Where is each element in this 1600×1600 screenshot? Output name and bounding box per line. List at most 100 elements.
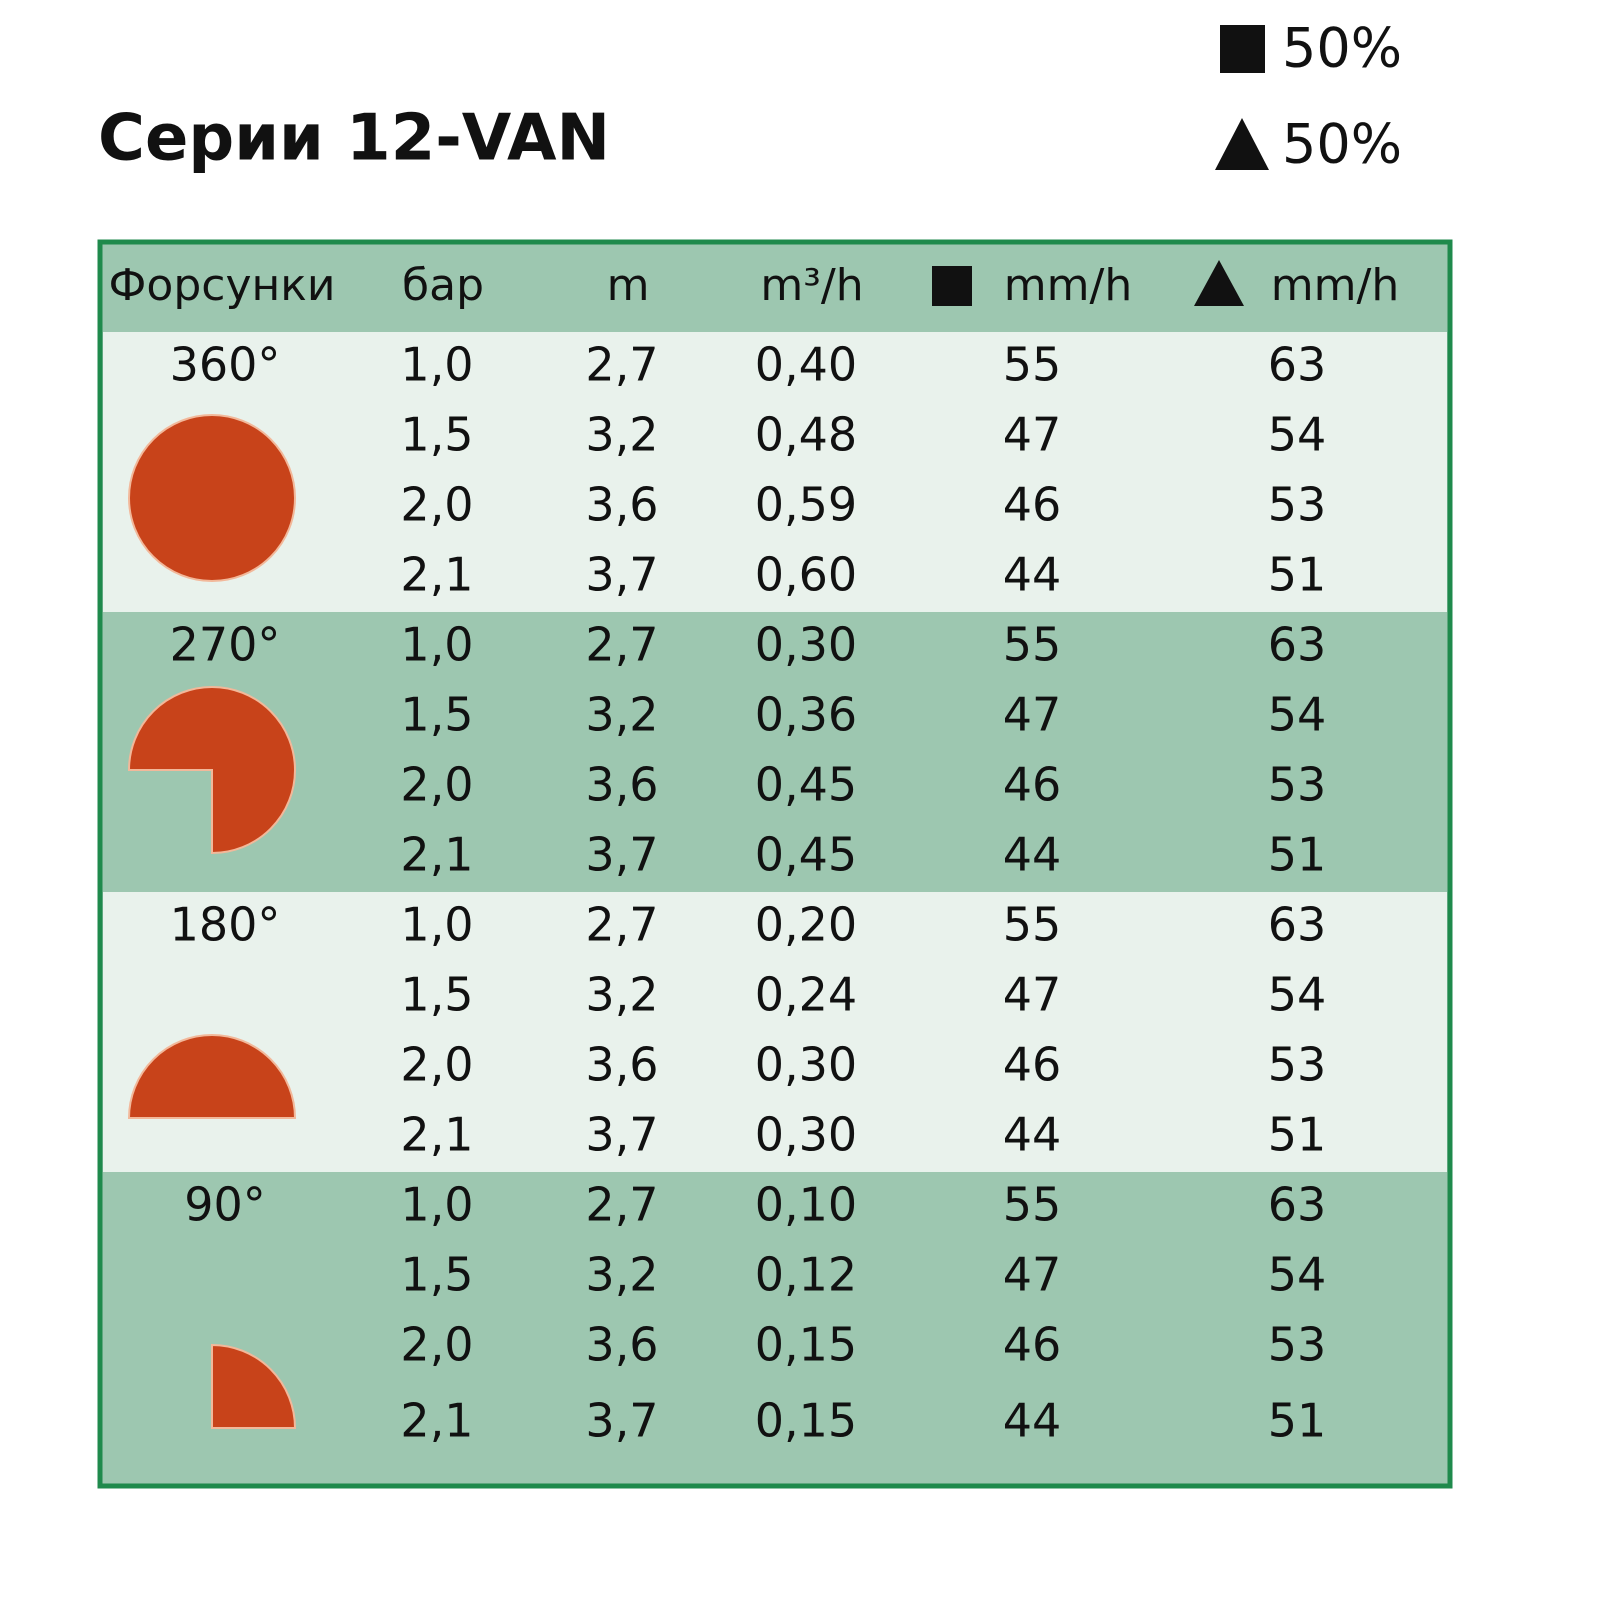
- table-cell: 3,7: [585, 1394, 658, 1448]
- table-cell: 55: [1003, 1178, 1062, 1232]
- table-cell: 0,30: [755, 1038, 857, 1092]
- table-cell: 2,0: [400, 478, 473, 532]
- table: Форсунки бар m m³/h mm/h mm/h 360° 1,0 2,7 0,40 55…: [103, 260, 1447, 1448]
- table-cell: 0,45: [755, 828, 857, 882]
- nozzle-label: 180°: [170, 898, 281, 952]
- table-cell: 3,7: [585, 548, 658, 602]
- table-cell: 0,15: [755, 1318, 857, 1372]
- nozzle-label: 90°: [184, 1178, 266, 1232]
- table-cell: 3,7: [585, 828, 658, 882]
- table-cell: 46: [1003, 478, 1062, 532]
- table-cell: 54: [1268, 688, 1327, 742]
- table-cell: 46: [1003, 1038, 1062, 1092]
- table-cell: 3,6: [585, 478, 658, 532]
- table-cell: 1,0: [400, 618, 473, 672]
- table-cell: 3,7: [585, 1108, 658, 1162]
- table-cell: 3,2: [585, 1248, 658, 1302]
- table-cell: 2,0: [400, 1318, 473, 1372]
- table-cell: 2,0: [400, 1038, 473, 1092]
- table-cell: 1,5: [400, 408, 473, 462]
- table-cell: 55: [1003, 338, 1062, 392]
- nozzle-label: 270°: [170, 618, 281, 672]
- table-cell: 51: [1268, 1394, 1327, 1448]
- table-cell: 0,48: [755, 408, 857, 462]
- table-cell: 1,5: [400, 968, 473, 1022]
- table-cell: 0,15: [755, 1394, 857, 1448]
- column-header: m³/h: [760, 260, 863, 311]
- table-cell: 2,7: [585, 1178, 658, 1232]
- table-cell: 51: [1268, 548, 1327, 602]
- table-cell: 46: [1003, 1318, 1062, 1372]
- table-cell: 0,45: [755, 758, 857, 812]
- table-cell: 1,0: [400, 898, 473, 952]
- table-cell: 55: [1003, 898, 1062, 952]
- table-cell: 47: [1003, 968, 1062, 1022]
- nozzle-shape: [211, 1343, 297, 1429]
- table-cell: 0,36: [755, 688, 857, 742]
- legend-label: 50%: [1282, 113, 1402, 176]
- table-cell: 63: [1268, 898, 1327, 952]
- table-cell: 1,0: [400, 338, 473, 392]
- table-cell: 46: [1003, 758, 1062, 812]
- table-cell: 53: [1268, 1318, 1327, 1372]
- table-cell: 0,20: [755, 898, 857, 952]
- nozzle-shape: [127, 1034, 297, 1119]
- table-cell: 2,7: [585, 618, 658, 672]
- table-cell: 1,0: [400, 1178, 473, 1232]
- column-header: m: [607, 260, 650, 311]
- nozzle-label: 360°: [170, 338, 281, 392]
- nozzle-shape: [127, 414, 297, 582]
- table-cell: 2,1: [400, 828, 473, 882]
- table-cell: 63: [1268, 618, 1327, 672]
- table-cell: 3,6: [585, 1318, 658, 1372]
- legend-label: 50%: [1282, 17, 1402, 80]
- legend-square-icon: [1220, 25, 1265, 73]
- table-cell: 2,1: [400, 1108, 473, 1162]
- column-header: mm/h: [1004, 260, 1132, 311]
- title: Серии 12-VAN: [98, 102, 610, 176]
- table-cell: 3,2: [585, 408, 658, 462]
- table-cell: 51: [1268, 1108, 1327, 1162]
- table-cell: 44: [1003, 548, 1062, 602]
- table-cell: 3,6: [585, 758, 658, 812]
- table-cell: 63: [1268, 338, 1327, 392]
- header-square-icon: [932, 266, 972, 306]
- table-cell: 3,2: [585, 688, 658, 742]
- table-cell: 0,59: [755, 478, 857, 532]
- table-cell: 53: [1268, 478, 1327, 532]
- table-cell: 47: [1003, 1248, 1062, 1302]
- legend-triangle-icon: [1215, 118, 1269, 170]
- table-cell: 47: [1003, 408, 1062, 462]
- table-cell: 51: [1268, 828, 1327, 882]
- table-cell: 53: [1268, 1038, 1327, 1092]
- table-cell: 2,7: [585, 898, 658, 952]
- table-cell: 0,24: [755, 968, 857, 1022]
- table-cell: 2,1: [400, 548, 473, 602]
- table-cell: 3,6: [585, 1038, 658, 1092]
- header-triangle-icon: [1194, 260, 1244, 306]
- table-cell: 0,30: [755, 618, 857, 672]
- group-band: [103, 332, 1447, 612]
- nozzle-shape: [127, 686, 296, 855]
- column-header: Форсунки: [109, 260, 336, 311]
- table-cell: 0,60: [755, 548, 857, 602]
- column-header: mm/h: [1271, 260, 1399, 311]
- table-cell: 44: [1003, 828, 1062, 882]
- table-cell: 2,7: [585, 338, 658, 392]
- table-cell: 44: [1003, 1394, 1062, 1448]
- table-cell: 0,12: [755, 1248, 857, 1302]
- table-cell: 55: [1003, 618, 1062, 672]
- table-cell: 54: [1268, 408, 1327, 462]
- table-cell: 2,1: [400, 1394, 473, 1448]
- table-cell: 0,10: [755, 1178, 857, 1232]
- group-band: [103, 892, 1447, 1172]
- table-cell: 54: [1268, 968, 1327, 1022]
- table-cell: 0,30: [755, 1108, 857, 1162]
- table-cell: 53: [1268, 758, 1327, 812]
- table-cell: 1,5: [400, 688, 473, 742]
- table-cell: 1,5: [400, 1248, 473, 1302]
- table-cell: 54: [1268, 1248, 1327, 1302]
- column-header: бар: [402, 260, 484, 311]
- table-cell: 2,0: [400, 758, 473, 812]
